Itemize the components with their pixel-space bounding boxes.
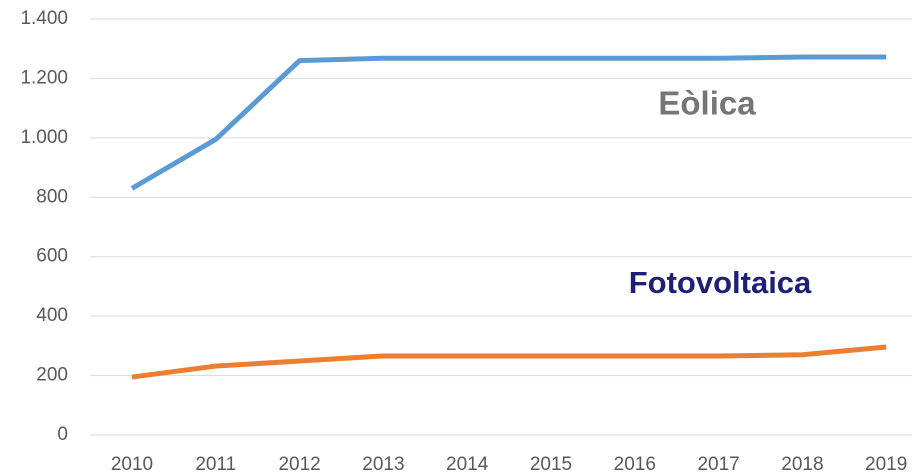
x-tick-label: 2018 xyxy=(781,454,823,475)
x-tick-label: 2010 xyxy=(111,454,153,475)
x-tick-label: 2015 xyxy=(530,454,572,475)
y-tick-label: 200 xyxy=(36,365,68,386)
y-tick-label: 0 xyxy=(57,424,68,445)
x-tick-label: 2014 xyxy=(446,454,489,475)
y-tick-label: 1.200 xyxy=(20,67,68,88)
x-tick-label: 2019 xyxy=(865,454,907,475)
y-tick-label: 1.000 xyxy=(20,127,68,148)
y-tick-label: 600 xyxy=(36,246,68,267)
series-line xyxy=(130,54,887,191)
y-tick-label: 400 xyxy=(36,305,68,326)
x-tick-label: 2017 xyxy=(697,454,739,475)
y-tick-label: 1.400 xyxy=(20,8,68,29)
y-tick-label: 800 xyxy=(36,186,68,207)
x-tick-label: 2013 xyxy=(362,454,404,475)
x-tick-label: 2012 xyxy=(278,454,320,475)
series-label: Fotovoltaica xyxy=(629,265,812,300)
x-tick-label: 2011 xyxy=(195,454,236,475)
series-label: Eòlica xyxy=(658,85,756,122)
series-line xyxy=(131,344,887,380)
x-tick-label: 2016 xyxy=(614,454,656,475)
